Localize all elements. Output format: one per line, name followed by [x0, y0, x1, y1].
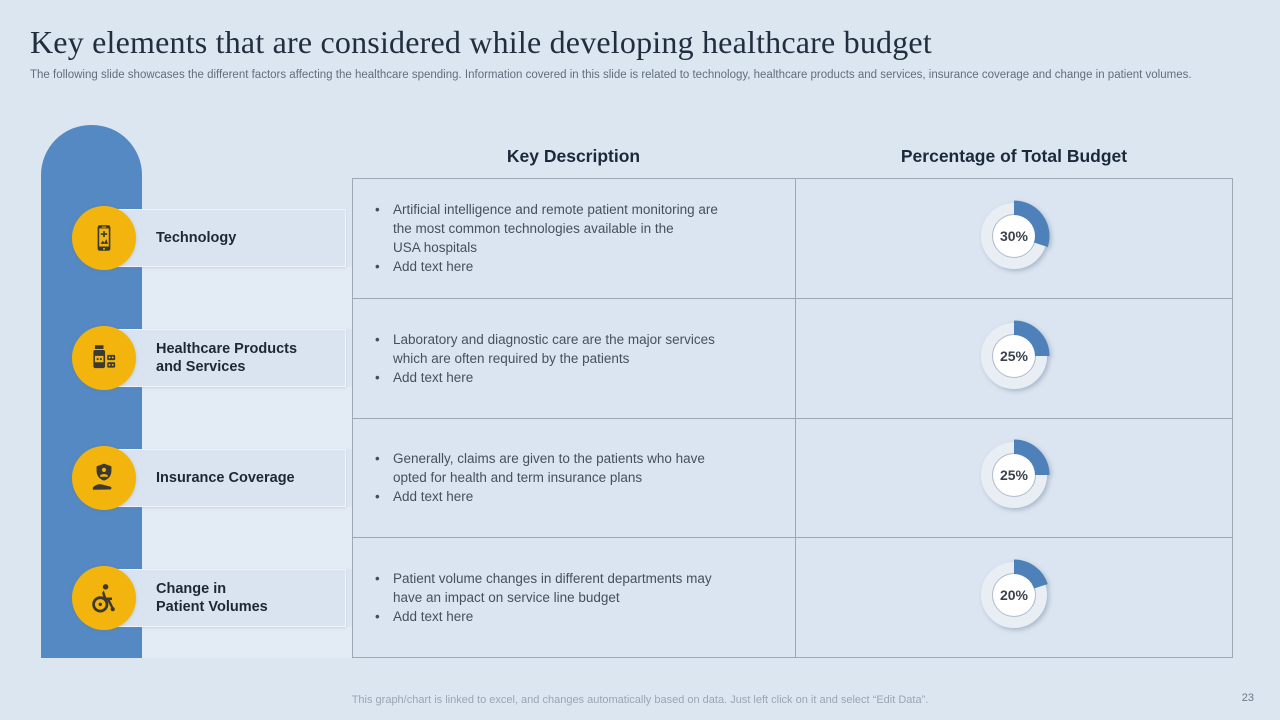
- description-bullet-list: Laboratory and diagnostic care are the m…: [353, 330, 755, 387]
- description-bullet-list: Patient volume changes in different depa…: [353, 569, 752, 626]
- category-label: Healthcare Products and Services: [156, 341, 298, 375]
- bullet-item: Generally, claims are given to the patie…: [371, 449, 705, 487]
- donut-chart: 20%: [971, 552, 1057, 643]
- percentage-cell: 25%: [796, 298, 1232, 418]
- category-label-box: Technology: [113, 209, 346, 267]
- bullet-item: Add text here: [371, 257, 718, 276]
- column-header-key-description: Key Description: [506, 146, 641, 166]
- bullet-item: Add text here: [371, 487, 705, 506]
- row-connector: [142, 627, 352, 658]
- medicine-bottle-icon: [93, 345, 116, 369]
- category-icon-circle: [72, 566, 136, 630]
- donut-chart: 25%: [971, 313, 1057, 404]
- description-cell: Laboratory and diagnostic care are the m…: [353, 298, 796, 418]
- svg-text:20%: 20%: [1000, 587, 1029, 603]
- description-cell: Patient volume changes in different depa…: [353, 538, 796, 657]
- page-subtitle: The following slide showcases the differ…: [30, 69, 1192, 81]
- percentage-cell: 20%: [796, 538, 1232, 657]
- category-icon-circle: [72, 206, 136, 270]
- percentage-cell: 30%: [796, 179, 1232, 298]
- bullet-item: Artificial intelligence and remote patie…: [371, 200, 718, 257]
- table-row: Generally, claims are given to the patie…: [353, 418, 1232, 539]
- category-label-box: Change in Patient Volumes: [113, 569, 346, 627]
- row-connector: [142, 387, 352, 449]
- svg-text:30%: 30%: [1000, 228, 1029, 244]
- description-cell: Generally, claims are given to the patie…: [353, 418, 796, 538]
- category-label-box: Insurance Coverage: [113, 449, 346, 507]
- footer-note: This graph/chart is linked to excel, and…: [351, 694, 929, 706]
- bullet-item: Laboratory and diagnostic care are the m…: [371, 330, 715, 368]
- svg-text:25%: 25%: [1000, 348, 1029, 364]
- row-connector: [142, 267, 352, 329]
- budget-table: Artificial intelligence and remote patie…: [352, 178, 1233, 658]
- donut-chart: 30%: [971, 193, 1057, 284]
- row-connector: [142, 507, 352, 569]
- smartphone-icon: [97, 225, 111, 251]
- description-bullet-list: Artificial intelligence and remote patie…: [353, 200, 758, 276]
- percentage-cell: 25%: [796, 418, 1232, 538]
- wheelchair-icon: [92, 584, 115, 613]
- table-row: Artificial intelligence and remote patie…: [353, 179, 1232, 299]
- description-bullet-list: Generally, claims are given to the patie…: [353, 449, 745, 506]
- category-label: Insurance Coverage: [156, 470, 295, 486]
- bullet-item: Add text here: [371, 607, 712, 626]
- category-icon-circle: [72, 326, 136, 390]
- table-row: Patient volume changes in different depa…: [353, 538, 1232, 657]
- donut-chart: 25%: [971, 432, 1057, 523]
- bullet-item: Add text here: [371, 368, 715, 387]
- svg-text:25%: 25%: [1000, 467, 1029, 483]
- category-label-box: Healthcare Products and Services: [113, 329, 346, 387]
- page-number: 23: [1241, 692, 1254, 704]
- shield-hand-icon: [92, 463, 112, 490]
- page-title: Key elements that are considered while d…: [30, 24, 932, 60]
- category-label: Change in Patient Volumes: [156, 581, 268, 615]
- bullet-item: Patient volume changes in different depa…: [371, 569, 712, 607]
- description-cell: Artificial intelligence and remote patie…: [353, 179, 796, 298]
- column-header-percentage: Percentage of Total Budget: [900, 146, 1128, 166]
- category-label: Technology: [156, 230, 237, 246]
- category-icon-circle: [72, 446, 136, 510]
- table-row: Laboratory and diagnostic care are the m…: [353, 298, 1232, 419]
